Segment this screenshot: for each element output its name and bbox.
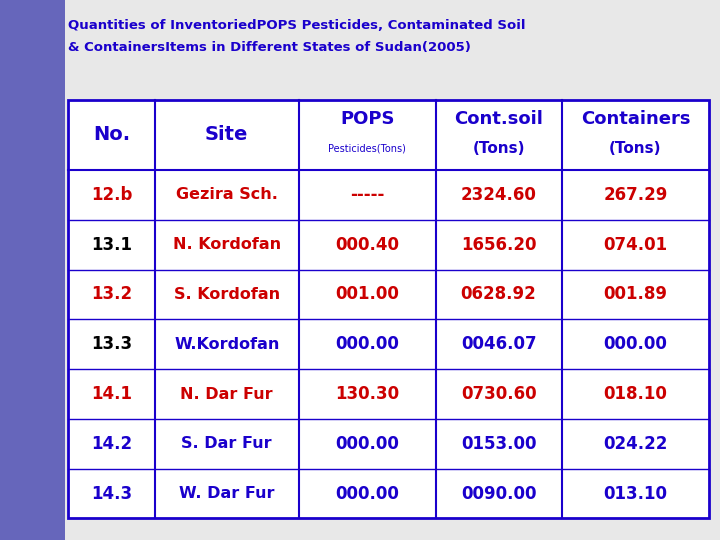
- Text: 000.00: 000.00: [336, 484, 399, 503]
- Text: 000.00: 000.00: [336, 335, 399, 353]
- Text: 018.10: 018.10: [603, 385, 667, 403]
- Text: Site: Site: [205, 125, 248, 145]
- Text: 000.00: 000.00: [336, 435, 399, 453]
- Text: 074.01: 074.01: [603, 236, 667, 254]
- Text: 0090.00: 0090.00: [461, 484, 536, 503]
- Bar: [68, 100, 709, 518]
- Text: 000.40: 000.40: [336, 236, 399, 254]
- Text: S. Dar Fur: S. Dar Fur: [181, 436, 272, 451]
- Text: N. Kordofan: N. Kordofan: [173, 237, 281, 252]
- Text: Cont.soil: Cont.soil: [454, 110, 543, 128]
- Text: 14.1: 14.1: [91, 385, 132, 403]
- Text: 2324.60: 2324.60: [461, 186, 536, 204]
- Text: Containers: Containers: [580, 110, 690, 128]
- Text: (Tons): (Tons): [472, 141, 525, 156]
- Text: 267.29: 267.29: [603, 186, 667, 204]
- Text: 0628.92: 0628.92: [461, 286, 536, 303]
- Text: & ContainersItems in Different States of Sudan(2005): & ContainersItems in Different States of…: [68, 40, 472, 53]
- Text: POPS: POPS: [340, 110, 395, 128]
- Text: 13.3: 13.3: [91, 335, 132, 353]
- Text: No.: No.: [93, 125, 130, 145]
- Text: 0730.60: 0730.60: [461, 385, 536, 403]
- Text: Pesticides(Tons): Pesticides(Tons): [328, 144, 406, 153]
- Text: 0153.00: 0153.00: [461, 435, 536, 453]
- Text: 12.b: 12.b: [91, 186, 132, 204]
- Text: (Tons): (Tons): [609, 141, 662, 156]
- Text: Quantities of InventoriedPOPS Pesticides, Contaminated Soil: Quantities of InventoriedPOPS Pesticides…: [68, 19, 526, 32]
- Bar: [68, 100, 709, 518]
- Text: 13.1: 13.1: [91, 236, 132, 254]
- Text: 001.00: 001.00: [336, 286, 399, 303]
- Text: Gezira Sch.: Gezira Sch.: [176, 187, 278, 202]
- Text: -----: -----: [350, 186, 384, 204]
- Text: 14.3: 14.3: [91, 484, 132, 503]
- Text: 0046.07: 0046.07: [461, 335, 536, 353]
- Text: N. Dar Fur: N. Dar Fur: [181, 387, 273, 402]
- Text: 130.30: 130.30: [335, 385, 400, 403]
- Text: 14.2: 14.2: [91, 435, 132, 453]
- Text: 1656.20: 1656.20: [461, 236, 536, 254]
- Text: W.Kordofan: W.Kordofan: [174, 337, 279, 352]
- Text: 024.22: 024.22: [603, 435, 667, 453]
- Text: 000.00: 000.00: [603, 335, 667, 353]
- Bar: [0, 0, 65, 540]
- Text: 13.2: 13.2: [91, 286, 132, 303]
- Text: S. Kordofan: S. Kordofan: [174, 287, 280, 302]
- Text: 013.10: 013.10: [603, 484, 667, 503]
- Text: W. Dar Fur: W. Dar Fur: [179, 486, 274, 501]
- Text: 001.89: 001.89: [603, 286, 667, 303]
